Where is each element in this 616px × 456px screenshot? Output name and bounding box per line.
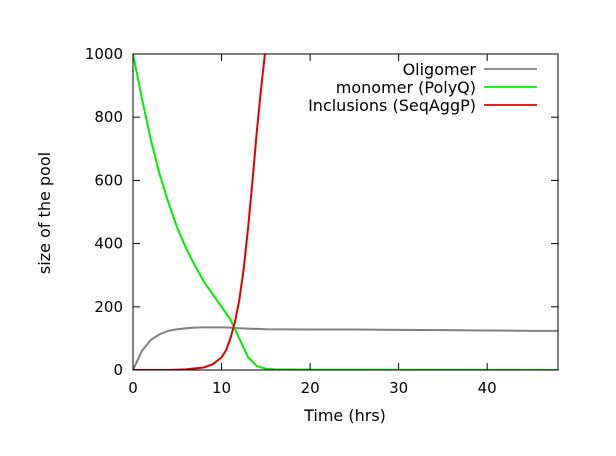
y-axis-label: size of the pool [35,152,54,274]
y-tick-label: 400 [94,235,123,253]
y-tick-label: 200 [94,298,123,316]
y-tick-label: 1000 [85,45,123,63]
y-tick-label: 0 [113,361,123,379]
x-tick-label: 30 [389,379,408,397]
series-line-inclusions-seqaggp [133,54,266,370]
plot-frame [132,53,559,371]
legend: Oligomer monomer (PolyQ) Inclusions (Seq… [308,60,537,115]
legend-label-oligomer: Oligomer [403,60,477,79]
y-tick-label: 600 [94,171,123,189]
y-tick-label: 800 [94,108,123,126]
series-line-monomer-polyq [133,54,558,370]
series-layer [133,54,558,370]
legend-label-monomer: monomer (PolyQ) [336,78,476,97]
x-axis-label: Time (hrs) [303,406,386,425]
series-line-oligomer [133,326,558,370]
x-tick-label: 0 [128,379,138,397]
x-tick-label: 20 [301,379,320,397]
x-tick-label: 40 [478,379,497,397]
x-tick-label: 10 [212,379,231,397]
legend-label-inclusions: Inclusions (SeqAggP) [308,96,476,115]
